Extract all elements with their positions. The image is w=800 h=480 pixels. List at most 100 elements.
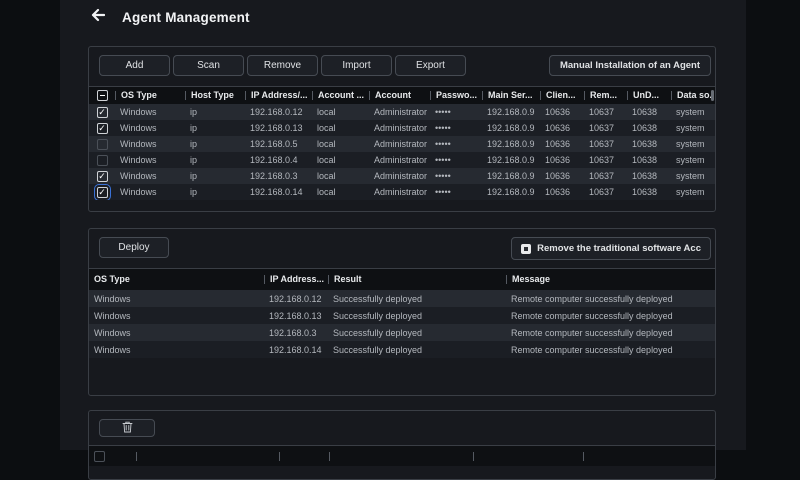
column-header[interactable]: Host Type xyxy=(185,87,245,104)
agents-panel: Add Scan Remove Import Export Manual Ins… xyxy=(88,46,716,212)
bottom-toolbar xyxy=(99,419,705,437)
checkbox-cell xyxy=(89,136,115,152)
agent-cell: local xyxy=(317,171,336,181)
column-header[interactable]: UnD... xyxy=(627,87,671,104)
row-checkbox[interactable] xyxy=(94,450,105,462)
row-checkbox[interactable] xyxy=(96,154,108,166)
column-header[interactable]: Account xyxy=(369,87,430,104)
row-checkbox[interactable]: ✓ xyxy=(93,184,111,200)
checkbox-cell: ✓ xyxy=(89,104,115,120)
agent-row[interactable]: Windows ip 192.168.0.4 local Administrator ••… xyxy=(89,152,715,168)
column-header[interactable]: Data so... xyxy=(671,87,715,104)
column-header-label: Host Type xyxy=(191,90,234,100)
agent-cell: ••••• xyxy=(435,187,451,197)
column-separator xyxy=(136,451,137,461)
column-header[interactable] xyxy=(279,446,329,466)
agent-cell: ip xyxy=(190,187,198,197)
deploy-button[interactable]: Deploy xyxy=(99,237,169,258)
agent-cell: 10638 xyxy=(632,107,658,117)
column-header[interactable]: Account ... xyxy=(312,87,369,104)
checkbox-cell: ✓ xyxy=(89,120,115,136)
titlebar: Agent Management xyxy=(88,8,250,26)
agent-row[interactable]: ✓ Windows ip 192.168.0.13 local Administrator… xyxy=(89,120,715,136)
import-button[interactable]: Import xyxy=(321,55,392,76)
row-checkbox[interactable]: ✓ xyxy=(96,170,108,182)
column-header[interactable]: Message xyxy=(506,269,715,290)
column-header[interactable]: Clien... xyxy=(540,87,584,104)
manual-installation-button[interactable]: Manual Installation of an Agent xyxy=(548,55,711,76)
agent-cell: 192.168.0.9 xyxy=(487,123,535,133)
back-button[interactable] xyxy=(88,8,106,26)
column-header[interactable] xyxy=(329,446,473,466)
remove-traditional-software-checkbox[interactable]: Remove the traditional software Acc xyxy=(511,237,711,260)
column-header[interactable] xyxy=(583,446,715,466)
column-separator xyxy=(328,275,329,284)
result-cell: Remote computer successfully deployed xyxy=(511,293,673,304)
column-header[interactable]: Rem... xyxy=(584,87,627,104)
deploy-result-row[interactable]: Windows 192.168.0.14 Successfully deployed… xyxy=(89,341,715,358)
result-cell: Windows xyxy=(94,310,131,321)
deploy-result-row[interactable]: Windows 192.168.0.13 Successfully deployed… xyxy=(89,307,715,324)
column-header[interactable]: OS Type xyxy=(89,269,264,290)
deploy-result-row[interactable]: Windows 192.168.0.3 Successfully deployed R… xyxy=(89,324,715,341)
row-checkbox[interactable] xyxy=(96,138,108,150)
toolbar: Add Scan Remove Import Export Manual Ins… xyxy=(99,55,711,76)
result-cell: Successfully deployed xyxy=(333,293,423,304)
result-cell: Successfully deployed xyxy=(333,310,423,321)
checkbox-cell: ✓ xyxy=(89,168,115,184)
column-separator xyxy=(329,451,330,461)
column-separator xyxy=(185,91,186,100)
result-cell: Windows xyxy=(94,344,131,355)
deploy-result-row[interactable]: Windows 192.168.0.12 Successfully deployed… xyxy=(89,290,715,307)
column-separator xyxy=(369,91,370,100)
scrollbar-thumb[interactable] xyxy=(711,90,714,101)
column-header[interactable]: Main Ser... xyxy=(482,87,540,104)
column-header-label: Account ... xyxy=(318,90,365,100)
export-button[interactable]: Export xyxy=(395,55,466,76)
column-header[interactable] xyxy=(136,446,279,466)
bottom-panel xyxy=(88,410,716,480)
indeterminate-mark xyxy=(99,94,105,97)
column-header[interactable]: Passwo... xyxy=(430,87,482,104)
result-cell: Remote computer successfully deployed xyxy=(511,310,673,321)
agents-table-body: ✓ Windows ip 192.168.0.12 local Administrator… xyxy=(89,104,715,200)
column-header[interactable] xyxy=(473,446,583,466)
agent-cell: 10638 xyxy=(632,139,658,149)
agent-cell: ip xyxy=(190,123,198,133)
agent-row[interactable]: ✓ Windows ip 192.168.0.14 local Administrator… xyxy=(89,184,715,200)
agent-cell: 192.168.0.5 xyxy=(250,139,298,149)
scan-button[interactable]: Scan xyxy=(173,55,244,76)
agent-row[interactable]: Windows ip 192.168.0.5 local Administrator ••… xyxy=(89,136,715,152)
agent-row[interactable]: ✓ Windows ip 192.168.0.12 local Administrator… xyxy=(89,104,715,120)
agent-cell: 10636 xyxy=(545,107,571,117)
select-all-checkbox[interactable] xyxy=(96,90,108,101)
row-checkbox[interactable]: ✓ xyxy=(96,122,108,134)
agent-cell: system xyxy=(676,107,705,117)
column-header[interactable]: Result xyxy=(328,269,506,290)
agent-cell: 10636 xyxy=(545,123,571,133)
deploy-results-table: OS Type IP Address... Result Message Window… xyxy=(89,268,715,358)
column-header-label: Account xyxy=(375,90,411,100)
column-header[interactable]: IP Address/... xyxy=(245,87,312,104)
agent-cell: system xyxy=(676,155,705,165)
result-cell: 192.168.0.12 xyxy=(269,293,322,304)
delete-button[interactable] xyxy=(99,419,155,437)
agent-management-window: Agent Management Add Scan Remove Import … xyxy=(60,0,746,480)
bottom-table-header xyxy=(89,445,715,466)
add-button[interactable]: Add xyxy=(99,55,170,76)
column-separator xyxy=(264,275,265,284)
agent-cell: Windows xyxy=(120,107,157,117)
remove-button[interactable]: Remove xyxy=(247,55,318,76)
column-header[interactable]: OS Type xyxy=(115,87,185,104)
agent-row[interactable]: ✓ Windows ip 192.168.0.3 local Administrator •… xyxy=(89,168,715,184)
row-checkbox[interactable]: ✓ xyxy=(96,106,108,118)
result-cell: 192.168.0.14 xyxy=(269,344,322,355)
agent-cell: 10637 xyxy=(589,107,615,117)
column-header-label: OS Type xyxy=(94,274,130,284)
agent-cell: 10637 xyxy=(589,123,615,133)
column-separator xyxy=(627,91,628,100)
agent-cell: Administrator xyxy=(374,139,428,149)
column-separator xyxy=(671,91,672,100)
column-header[interactable]: IP Address... xyxy=(264,269,328,290)
agent-cell: 10637 xyxy=(589,139,615,149)
